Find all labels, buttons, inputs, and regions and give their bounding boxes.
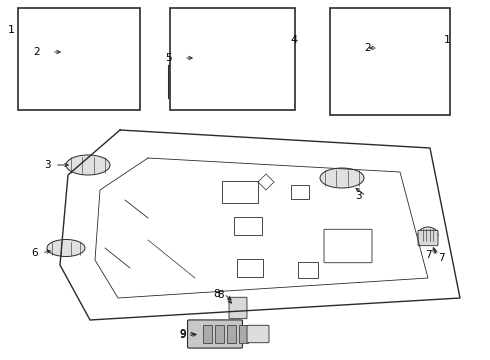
FancyBboxPatch shape — [209, 19, 227, 37]
Bar — [234, 217, 262, 235]
Ellipse shape — [48, 67, 113, 97]
FancyBboxPatch shape — [188, 320, 243, 348]
Bar — [18, 8, 140, 110]
Text: 6: 6 — [31, 248, 38, 258]
Bar — [291, 185, 309, 199]
FancyBboxPatch shape — [336, 71, 420, 105]
Bar — [202, 325, 212, 343]
Ellipse shape — [320, 168, 364, 188]
Bar — [215, 325, 223, 343]
Text: 3: 3 — [45, 160, 51, 170]
Text: 3: 3 — [355, 191, 362, 201]
Bar — [222, 181, 258, 203]
FancyBboxPatch shape — [212, 28, 224, 36]
Text: 1: 1 — [8, 25, 15, 35]
FancyBboxPatch shape — [74, 30, 87, 39]
Bar — [226, 325, 236, 343]
Text: 8: 8 — [213, 289, 220, 299]
Text: 1: 1 — [444, 35, 451, 45]
Bar — [330, 8, 450, 115]
Text: 4: 4 — [290, 35, 297, 45]
Text: 8: 8 — [218, 290, 224, 300]
FancyBboxPatch shape — [169, 65, 251, 99]
Ellipse shape — [394, 47, 402, 53]
Text: 5: 5 — [166, 53, 172, 63]
FancyBboxPatch shape — [229, 297, 247, 319]
Bar — [237, 259, 263, 277]
FancyBboxPatch shape — [418, 230, 438, 246]
FancyBboxPatch shape — [373, 28, 387, 36]
Text: 9: 9 — [179, 330, 186, 340]
Ellipse shape — [234, 51, 242, 57]
FancyBboxPatch shape — [247, 325, 269, 343]
Text: 7: 7 — [438, 253, 444, 263]
Text: 2: 2 — [364, 43, 370, 53]
Text: 7: 7 — [425, 250, 432, 260]
FancyBboxPatch shape — [370, 19, 390, 37]
Text: 9: 9 — [179, 329, 186, 339]
Ellipse shape — [418, 227, 438, 243]
FancyBboxPatch shape — [71, 21, 90, 39]
Ellipse shape — [47, 239, 85, 256]
Bar — [170, 8, 295, 110]
Bar — [239, 325, 247, 343]
Bar — [298, 262, 318, 278]
Text: 2: 2 — [33, 47, 40, 57]
Ellipse shape — [66, 155, 110, 175]
Ellipse shape — [94, 51, 102, 57]
